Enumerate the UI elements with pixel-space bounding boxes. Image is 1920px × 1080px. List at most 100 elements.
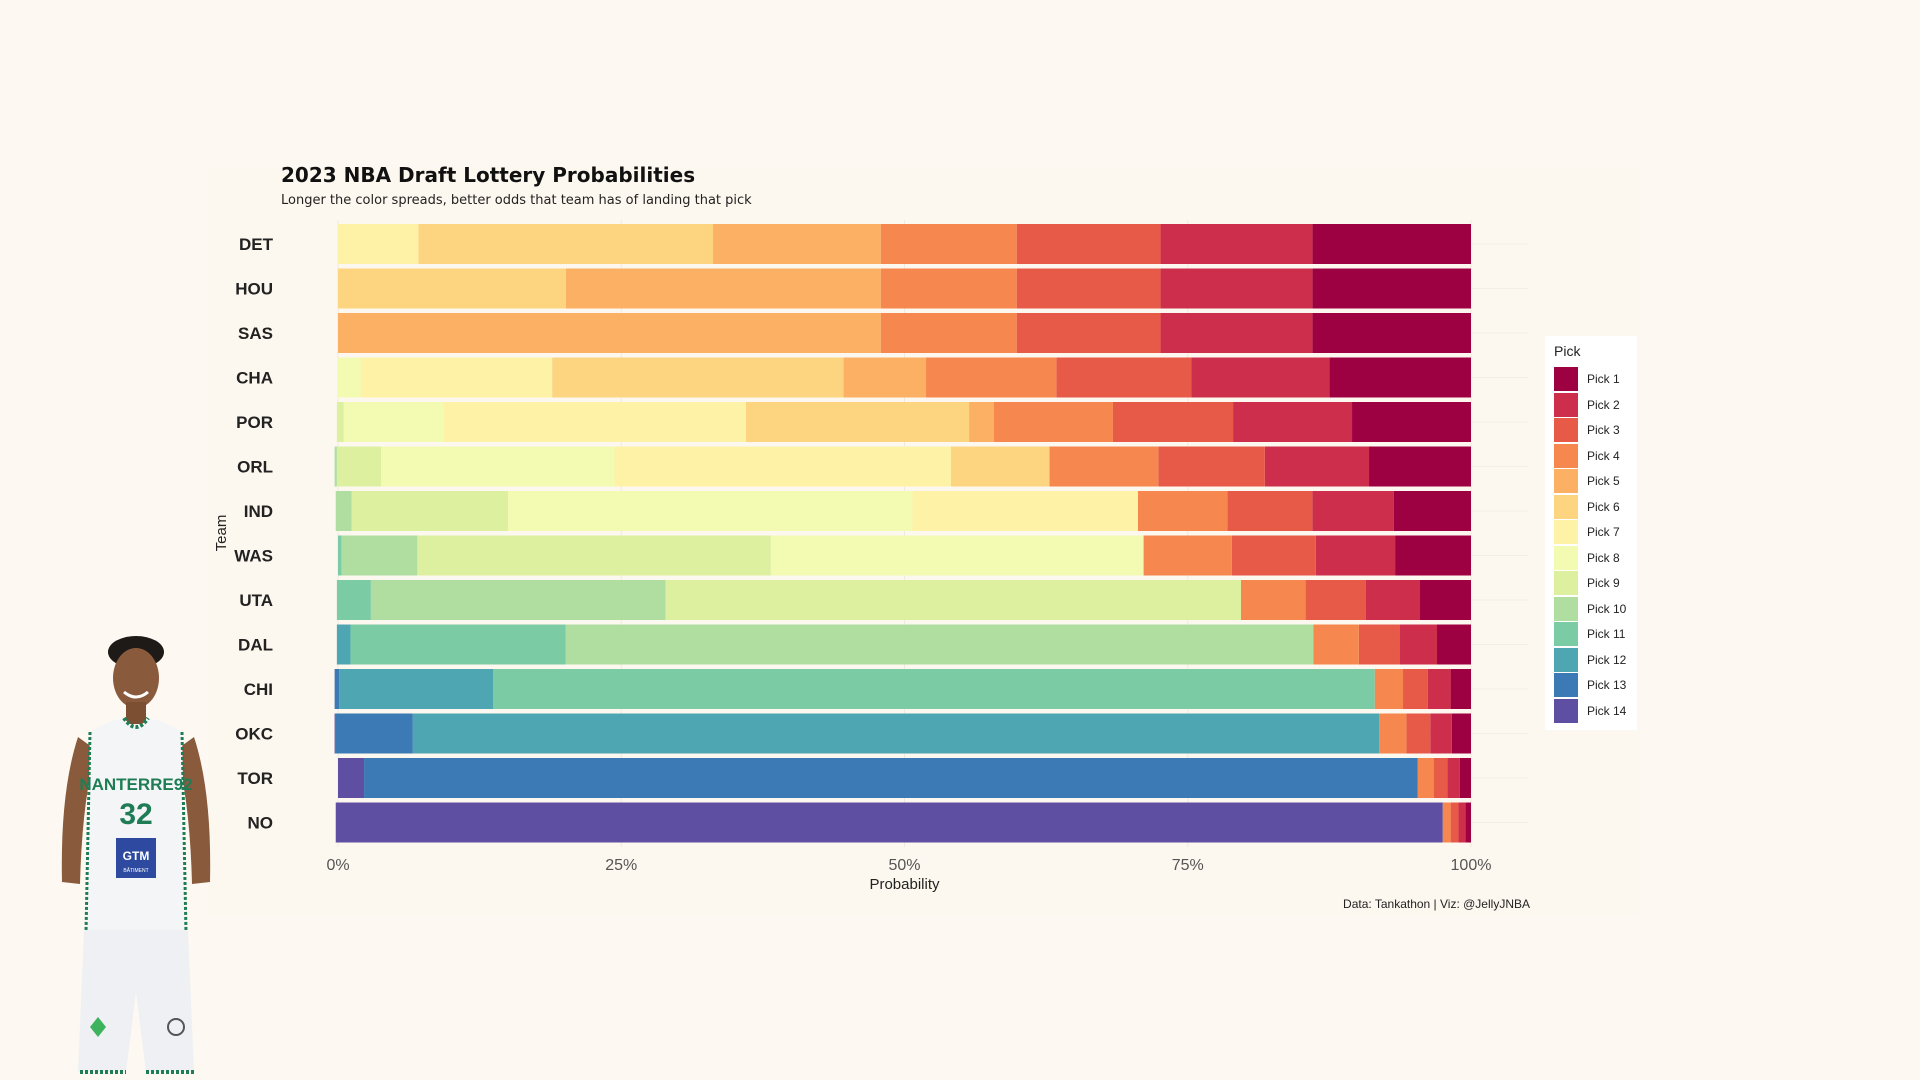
player-photo: NANTERRE92 32 GTM BÂTIMENT xyxy=(61,636,211,1074)
bar-segment xyxy=(1430,713,1452,754)
bar-segment xyxy=(1227,491,1313,531)
legend-swatch xyxy=(1554,494,1578,519)
legend-swatch xyxy=(1554,367,1578,391)
bar-segment xyxy=(1231,535,1316,576)
bar-segment xyxy=(1016,268,1161,309)
bar-segment xyxy=(950,446,1050,487)
x-tick-label: 50% xyxy=(888,857,920,874)
bar-segment xyxy=(341,535,418,576)
bar-segment xyxy=(1158,446,1265,487)
sponsor-subtext: BÂTIMENT xyxy=(123,867,148,874)
legend-item: Pick 4 xyxy=(1554,443,1634,469)
bar-segment xyxy=(339,669,494,709)
y-tick-label: DAL xyxy=(238,636,273,655)
legend-item: Pick 7 xyxy=(1554,520,1634,545)
legend-label: Pick 2 xyxy=(1587,397,1620,412)
bar-segment xyxy=(1049,446,1159,487)
y-axis-title: Team xyxy=(213,515,230,552)
bar-segment xyxy=(880,268,1017,309)
bar-segment xyxy=(1160,268,1313,309)
bar-segment xyxy=(1312,313,1471,353)
bar-segment xyxy=(507,491,913,531)
bar-segment xyxy=(1233,402,1353,442)
bar-segment xyxy=(1406,713,1431,754)
legend-swatch xyxy=(1554,520,1578,544)
bar-segment xyxy=(336,624,351,665)
bar-segment xyxy=(1393,491,1471,531)
bar-segment xyxy=(1329,357,1471,398)
bar-segment xyxy=(1312,224,1471,264)
bar-segment xyxy=(1420,580,1471,620)
legend-item: Pick 10 xyxy=(1554,596,1634,622)
bar-segment xyxy=(338,313,881,353)
bar-segment xyxy=(1312,491,1394,531)
bar-segment xyxy=(370,580,666,620)
bar-segment xyxy=(1016,224,1161,264)
legend-item: Pick 13 xyxy=(1554,673,1634,698)
legend-swatch xyxy=(1554,647,1578,672)
bar-segment xyxy=(1465,802,1471,843)
bar-segment xyxy=(1160,224,1313,264)
bar-segment xyxy=(912,491,1138,531)
bar-segment xyxy=(1437,624,1471,665)
bar-segment xyxy=(360,357,553,398)
y-tick-label: CHI xyxy=(244,680,273,699)
bar-segment xyxy=(1369,446,1471,487)
bar-segment xyxy=(417,535,771,576)
legend-swatch xyxy=(1554,469,1578,493)
bar-segment xyxy=(565,268,881,309)
bar-segment xyxy=(745,402,970,442)
bar-segment xyxy=(665,580,1242,620)
legend-label: Pick 11 xyxy=(1587,627,1626,641)
x-tick-label: 100% xyxy=(1451,857,1492,874)
bar-segment xyxy=(1358,624,1400,665)
bar-segment xyxy=(412,713,1380,754)
bar-segment xyxy=(338,268,566,309)
legend-item: Pick 1 xyxy=(1554,367,1634,392)
legend-label: Pick 6 xyxy=(1587,499,1620,514)
legend-item: Pick 3 xyxy=(1554,418,1634,443)
bar-segment xyxy=(926,357,1057,398)
bar-segment xyxy=(1379,713,1407,754)
y-tick-label: NO xyxy=(248,814,274,833)
bar-segment xyxy=(336,446,382,487)
bar-segment xyxy=(1112,402,1234,442)
bar-segment xyxy=(1016,313,1161,353)
x-axis-title: Probability xyxy=(869,876,940,893)
bar-segment xyxy=(335,802,1443,843)
bar-segment xyxy=(1451,713,1471,754)
bar-segment xyxy=(1399,624,1438,665)
y-tick-label: UTA xyxy=(239,591,273,610)
legend-swatch xyxy=(1554,443,1578,468)
bar-segment xyxy=(1458,802,1466,843)
legend-swatch xyxy=(1554,673,1578,697)
bar-segment xyxy=(1313,624,1359,665)
bar-segment xyxy=(335,713,413,754)
bar-segment xyxy=(364,758,1418,798)
bar-segment xyxy=(381,446,615,487)
x-tick-label: 75% xyxy=(1172,857,1204,874)
chart-caption: Data: Tankathon | Viz: @JellyJNBA xyxy=(1343,897,1530,911)
bar-segment xyxy=(338,535,342,576)
bar-segment xyxy=(565,624,1314,665)
bar-segment xyxy=(843,357,927,398)
legend-label: Pick 4 xyxy=(1587,448,1620,463)
y-tick-label: IND xyxy=(244,502,273,521)
legend-label: Pick 5 xyxy=(1587,474,1620,488)
bar-segment xyxy=(350,624,566,665)
legend-item: Pick 6 xyxy=(1554,494,1634,520)
legend-swatch xyxy=(1554,698,1578,723)
bar-segment xyxy=(335,491,352,531)
bar-segment xyxy=(1315,535,1396,576)
bar-segment xyxy=(1417,758,1434,798)
bar-segment xyxy=(493,669,1375,709)
y-tick-label: POR xyxy=(236,413,273,432)
legend-item: Pick 5 xyxy=(1554,469,1634,494)
bar-segment xyxy=(1450,669,1471,709)
legend-item: Pick 12 xyxy=(1554,647,1634,673)
bar-segment xyxy=(1305,580,1366,620)
bar-segment xyxy=(338,357,361,398)
bar-segment xyxy=(418,224,714,264)
legend-item: Pick 9 xyxy=(1554,571,1634,596)
